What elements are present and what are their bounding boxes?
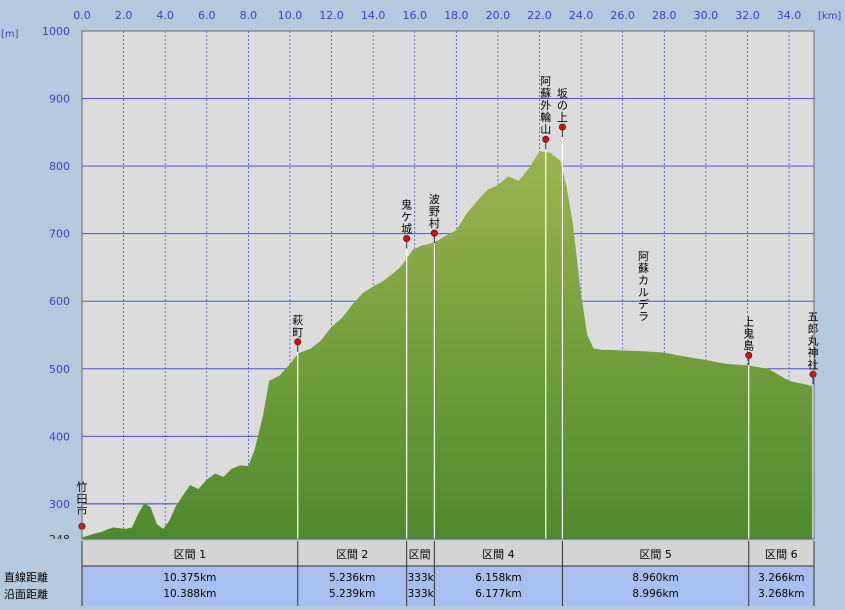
segment-straight-distance: 6.158km [475, 572, 521, 584]
elevation-area [82, 151, 814, 539]
waypoint-pin-icon [558, 123, 566, 131]
segment-straight-distance: 8.960km [632, 572, 678, 584]
segment-label: 区間 2 [336, 548, 369, 561]
x-tick-label: 10.0 [278, 9, 303, 22]
x-tick-label: 18.0 [444, 9, 469, 22]
y-tick-label: 600 [49, 295, 70, 308]
waypoint[interactable]: 阿蘇外輪山 [540, 75, 551, 539]
segment-surface-distance: 8.996km [632, 588, 678, 600]
segment-label: 区間 6 [765, 548, 798, 561]
segment-column[interactable]: 区間 5 8.960km 8.996km [561, 541, 679, 606]
waypoint-label: 萩町 [292, 314, 303, 339]
x-tick-label: 34.0 [777, 9, 802, 22]
waypoint[interactable]: 坂の上 [557, 87, 568, 539]
segment-straight-distance: 10.375km [163, 572, 216, 584]
segment-column[interactable]: 区間 1 10.375km 10.388km [81, 541, 216, 606]
y-tick-label: 700 [49, 228, 70, 241]
x-tick-label: 12.0 [319, 9, 344, 22]
segment-column[interactable]: 区間 333k 333k [406, 541, 435, 606]
segment-header-row [82, 541, 814, 566]
segment-surface-distance: 10.388km [163, 588, 216, 600]
x-tick-label: 32.0 [735, 9, 760, 22]
y-unit-label: [m] [1, 29, 19, 40]
x-tick-label: 0.0 [73, 9, 91, 22]
y-tick-label: 1000 [42, 25, 70, 38]
x-unit-label: [km] [818, 11, 841, 22]
segment-label: 区間 [409, 548, 431, 561]
y-tick-label: 800 [49, 160, 70, 173]
waypoint-label: 阿蘇外輪山 [540, 75, 551, 136]
waypoint-label: 坂の上 [557, 87, 568, 124]
x-tick-label: 22.0 [527, 9, 552, 22]
y-tick-label: 400 [49, 430, 70, 443]
x-tick-label: 26.0 [610, 9, 635, 22]
waypoint-label: 上鬼島 [743, 315, 754, 352]
x-tick-label: 20.0 [486, 9, 511, 22]
area-label: 阿蘇カルデラ [638, 250, 649, 323]
x-tick-label: 16.0 [402, 9, 427, 22]
x-tick-label: 14.0 [361, 9, 386, 22]
waypoint-pin-icon [430, 229, 438, 237]
waypoint[interactable]: 萩町 [292, 314, 303, 539]
x-tick-label: 30.0 [694, 9, 719, 22]
segment-surface-distance: 3.268km [758, 588, 804, 600]
x-tick-label: 2.0 [115, 9, 133, 22]
segment-label: 区間 4 [482, 548, 515, 561]
row-label-straight: 直線距離 [4, 570, 48, 584]
segment-column[interactable]: 区間 6 3.266km 3.268km [748, 541, 805, 606]
x-tick-label: 24.0 [569, 9, 594, 22]
segment-label: 区間 1 [174, 548, 207, 561]
waypoint-pin-icon [403, 235, 411, 243]
waypoint-label: 五郎丸神社 [808, 310, 819, 371]
segment-surface-distance: 6.177km [475, 588, 521, 600]
y-tick-label: 300 [49, 498, 70, 511]
waypoint-pin-icon [294, 338, 302, 346]
row-label-surface: 沿面距離 [4, 587, 48, 601]
waypoint[interactable]: 上鬼島 [743, 315, 754, 539]
waypoint[interactable]: 鬼ケ城 [401, 198, 412, 539]
waypoint-pin-icon [542, 135, 550, 143]
x-tick-label: 4.0 [156, 9, 174, 22]
x-tick-label: 28.0 [652, 9, 677, 22]
segment-straight-distance: 333k [408, 572, 435, 584]
waypoint-label: 波野村 [429, 193, 440, 230]
segment-value-rows [82, 566, 814, 606]
waypoint[interactable]: 五郎丸神社 [808, 310, 819, 539]
waypoint-pin-icon [745, 351, 753, 359]
waypoint-label: 鬼ケ城 [401, 198, 412, 236]
segment-surface-distance: 333k [408, 588, 435, 600]
y-tick-label: 900 [49, 93, 70, 106]
y-tick-label: 500 [49, 363, 70, 376]
segment-surface-distance: 5.239km [329, 588, 375, 600]
x-tick-label: 8.0 [240, 9, 258, 22]
waypoint-pin-icon [809, 370, 817, 378]
segment-label: 区間 5 [639, 548, 672, 561]
plot-border [81, 30, 815, 540]
waypoint[interactable]: 波野村 [429, 193, 440, 539]
segment-straight-distance: 3.266km [758, 572, 804, 584]
x-tick-label: 6.0 [198, 9, 216, 22]
segment-column[interactable]: 区間 2 5.236km 5.239km [297, 541, 376, 606]
segment-column[interactable]: 区間 4 6.158km 6.177km [433, 541, 522, 606]
segment-straight-distance: 5.236km [329, 572, 375, 584]
